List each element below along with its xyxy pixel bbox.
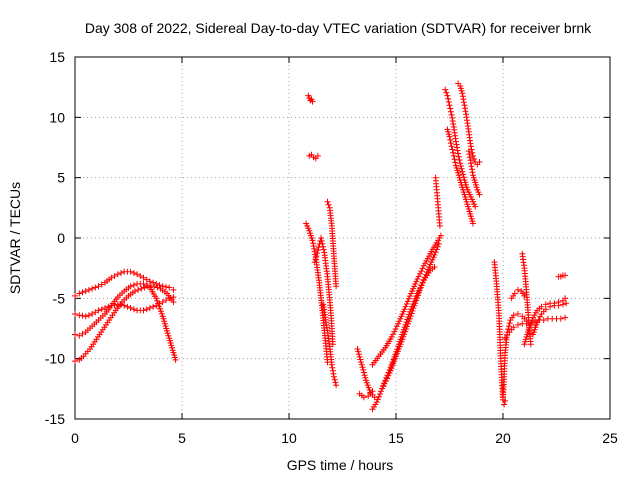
x-tick-label: 10 (281, 430, 297, 446)
series-track-w (502, 314, 569, 342)
series-track-u (491, 259, 509, 408)
series-track-l (356, 388, 376, 401)
data-point-markers (320, 301, 340, 389)
data-point-markers (72, 283, 177, 365)
series-track-p (432, 174, 443, 229)
series-track-f (306, 151, 321, 162)
axis-ticks: 0 5 10 15 20 25 -15 -10 -5 0 5 10 15 (45, 49, 618, 446)
series-track-t (465, 148, 483, 198)
y-tick-label: -5 (53, 290, 66, 306)
series-track-q (442, 86, 479, 210)
data-point-markers (324, 198, 340, 290)
series-track-d (72, 283, 177, 365)
data-point-markers (444, 126, 476, 227)
data-point-markers (442, 86, 479, 210)
data-point-markers (491, 259, 509, 408)
series-track-r (455, 80, 483, 168)
data-point-markers (369, 232, 444, 368)
series-track-h (311, 235, 336, 348)
data-point-markers (380, 241, 442, 390)
data-point-markers (519, 250, 534, 348)
data-point-markers (72, 268, 177, 299)
series-track-v (500, 311, 539, 401)
series-track-i (320, 301, 340, 389)
y-axis-label: SDTVAR / TECUs (7, 182, 23, 294)
x-tick-label: 20 (495, 430, 511, 446)
data-point-markers (311, 235, 336, 348)
data-point-markers (354, 346, 378, 401)
data-point-markers (555, 272, 569, 280)
x-tick-label: 25 (602, 430, 618, 446)
series-track-a (72, 268, 177, 299)
y-tick-label: 5 (57, 170, 65, 186)
series-track-y (521, 295, 569, 348)
data-point-markers (530, 300, 570, 338)
data-point-markers (502, 314, 569, 342)
series-track-k (354, 346, 378, 401)
data-point-markers (455, 80, 483, 168)
x-tick-label: 15 (388, 430, 404, 446)
data-series (72, 80, 570, 413)
y-tick-label: -10 (45, 351, 65, 367)
series-track-x (519, 250, 534, 348)
y-tick-label: -15 (45, 411, 65, 427)
series-track-z (530, 300, 570, 338)
series-track-ab (555, 272, 569, 280)
data-point-markers (508, 286, 528, 302)
y-tick-label: 10 (49, 109, 65, 125)
series-track-e (305, 92, 316, 105)
y-tick-label: 15 (49, 49, 65, 65)
x-axis-label: GPS time / hours (287, 457, 394, 473)
data-point-markers (432, 174, 443, 229)
chart-title: Day 308 of 2022, Sidereal Day-to-day VTE… (85, 20, 592, 36)
data-point-markers (521, 295, 569, 348)
x-tick-label: 5 (178, 430, 186, 446)
data-point-markers (72, 280, 179, 363)
series-track-s (444, 126, 476, 227)
series-track-j (324, 198, 340, 290)
data-point-markers (465, 148, 483, 198)
series-track-o (380, 241, 442, 390)
data-point-markers (305, 92, 316, 105)
y-tick-label: 0 (57, 230, 65, 246)
x-tick-label: 0 (71, 430, 79, 446)
data-point-markers (306, 151, 321, 162)
series-track-n (369, 232, 444, 368)
series-track-c (72, 280, 179, 363)
data-point-markers (500, 311, 539, 401)
data-point-markers (356, 388, 376, 401)
series-track-aa (508, 286, 528, 302)
grid (75, 57, 610, 419)
